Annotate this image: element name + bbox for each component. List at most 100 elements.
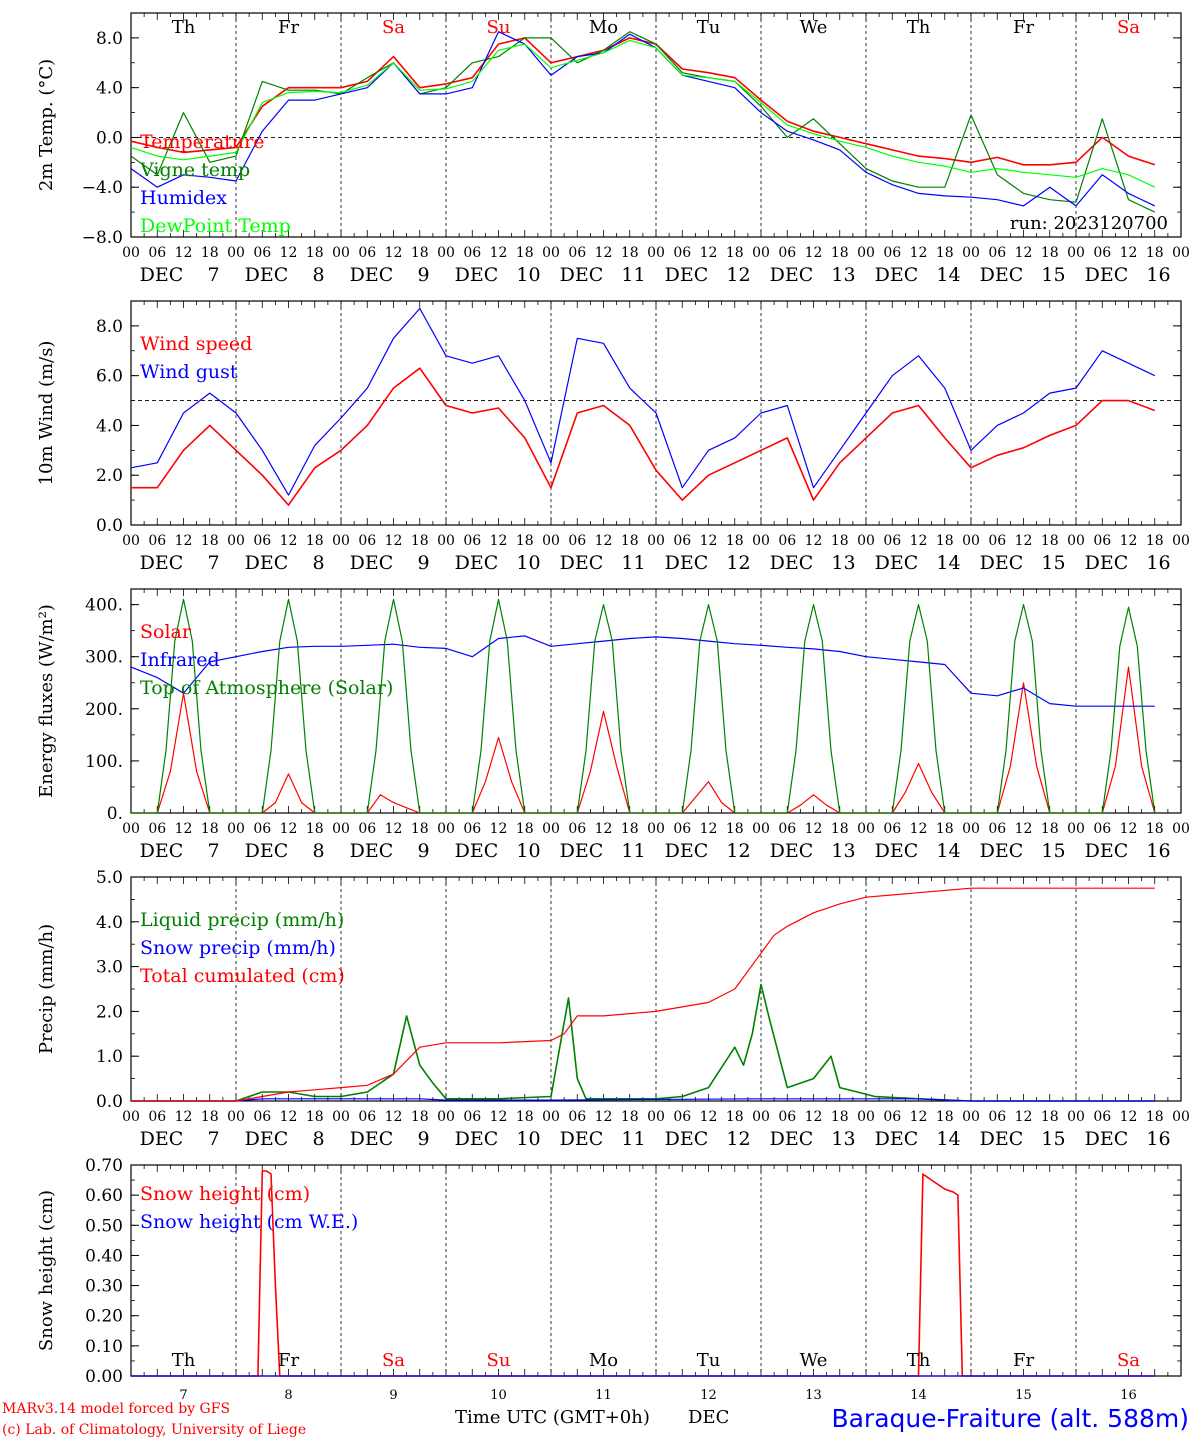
date-label: 16 xyxy=(1146,840,1170,862)
weekday-label: Su xyxy=(487,1350,511,1371)
hour-tick-label: 12 xyxy=(175,245,193,261)
hour-tick-label: 18 xyxy=(621,1109,639,1125)
hour-tick-label: 06 xyxy=(1093,821,1111,837)
hour-tick-label: 12 xyxy=(175,821,193,837)
hour-tick-label: 18 xyxy=(621,533,639,549)
date-label: 8 xyxy=(312,264,324,286)
y-axis-label: Precip (mm/h) xyxy=(36,924,57,1054)
date-label: 15 xyxy=(1015,1388,1032,1403)
date-label: 7 xyxy=(179,1388,187,1403)
y-tick-label: 2.0 xyxy=(96,466,123,486)
hour-tick-label: 12 xyxy=(805,1109,823,1125)
hour-tick-label: 00 xyxy=(1172,533,1190,549)
hour-tick-label: 12 xyxy=(805,533,823,549)
weekday-label: Sa xyxy=(1117,1350,1140,1371)
series-line xyxy=(130,307,1156,496)
y-tick-label: 1.0 xyxy=(96,1047,123,1067)
panel-5: 0.00 0.10 0.20 0.30 0.40 0.50 0.60 0.70 Snow hei… xyxy=(36,1156,1182,1403)
month-label: DEC xyxy=(770,552,814,574)
series-line xyxy=(130,31,1156,213)
hour-tick-label: 18 xyxy=(831,1109,849,1125)
hour-tick-label: 06 xyxy=(883,1109,901,1125)
hour-tick-label: 12 xyxy=(385,533,403,549)
date-label: 7 xyxy=(207,1128,219,1150)
hour-tick-label: 00 xyxy=(542,821,560,837)
hour-tick-label: 00 xyxy=(1067,821,1085,837)
month-label: DEC xyxy=(245,1128,289,1150)
hour-tick-label: 06 xyxy=(988,533,1006,549)
x-axis-label: Time UTC (GMT+0h) xyxy=(455,1407,650,1428)
hour-tick-label: 12 xyxy=(805,821,823,837)
hour-tick-label: 12 xyxy=(490,1109,508,1125)
hour-tick-label: 06 xyxy=(778,245,796,261)
hour-tick-label: 18 xyxy=(516,533,534,549)
hour-tick-label: 12 xyxy=(1015,533,1033,549)
hour-tick-label: 18 xyxy=(1146,245,1164,261)
hour-tick-label: 18 xyxy=(936,1109,954,1125)
hour-tick-label: 18 xyxy=(201,245,219,261)
y-tick-label: 8.0 xyxy=(96,29,123,49)
legend-entry: Wind speed xyxy=(140,333,252,355)
credit-line-2: (c) Lab. of Climatology, University of L… xyxy=(2,1422,306,1438)
hour-tick-label: 12 xyxy=(700,533,718,549)
date-label: 13 xyxy=(831,1128,855,1150)
hour-tick-label: 18 xyxy=(201,1109,219,1125)
hour-tick-label: 06 xyxy=(253,533,271,549)
y-tick-label: 0.30 xyxy=(85,1277,123,1297)
month-label: DEC xyxy=(350,552,394,574)
date-label: 10 xyxy=(516,840,540,862)
month-label: DEC xyxy=(770,264,814,286)
y-tick-label: 3.0 xyxy=(96,958,123,978)
hour-tick-label: 00 xyxy=(227,533,245,549)
hour-tick-label: 06 xyxy=(463,245,481,261)
y-tick-label: 0.0 xyxy=(96,128,123,148)
hour-tick-label: 00 xyxy=(122,821,140,837)
y-tick-label: 0.00 xyxy=(85,1367,123,1387)
weekday-label: Fr xyxy=(1013,17,1034,38)
hour-tick-label: 00 xyxy=(1172,821,1190,837)
y-tick-label: 0. xyxy=(107,804,123,824)
y-tick-label: 0.40 xyxy=(85,1246,123,1266)
hour-tick-label: 06 xyxy=(358,533,376,549)
hour-tick-label: 18 xyxy=(306,533,324,549)
legend-entry: Infrared xyxy=(140,649,220,671)
hour-tick-label: 00 xyxy=(857,821,875,837)
month-label: DEC xyxy=(350,1128,394,1150)
series-line xyxy=(131,887,1155,1102)
hour-tick-label: 00 xyxy=(332,1109,350,1125)
hour-tick-label: 00 xyxy=(857,533,875,549)
date-label: 9 xyxy=(417,840,429,862)
hour-tick-label: 06 xyxy=(463,533,481,549)
series-line xyxy=(130,31,1156,207)
hour-tick-label: 00 xyxy=(437,821,455,837)
hour-tick-label: 06 xyxy=(673,821,691,837)
legend-entry: Solar xyxy=(140,621,192,643)
hour-tick-label: 00 xyxy=(647,245,665,261)
panel-3: 0. 100. 200. 300. 400. Energy fluxes (W/m²) So… xyxy=(36,588,1190,862)
date-label: 15 xyxy=(1041,1128,1065,1150)
hour-tick-label: 00 xyxy=(962,533,980,549)
hour-tick-label: 18 xyxy=(936,533,954,549)
hour-tick-label: 00 xyxy=(752,821,770,837)
hour-tick-label: 00 xyxy=(647,533,665,549)
hour-tick-label: 00 xyxy=(962,1109,980,1125)
y-tick-label: 200. xyxy=(85,700,123,720)
month-label: DEC xyxy=(665,264,709,286)
y-tick-label: 4.0 xyxy=(96,416,123,436)
month-label: DEC xyxy=(1085,1128,1129,1150)
hour-tick-label: 18 xyxy=(621,245,639,261)
y-tick-label: −8.0 xyxy=(82,228,123,248)
hour-tick-label: 18 xyxy=(1041,533,1059,549)
hour-tick-label: 00 xyxy=(542,1109,560,1125)
hour-tick-label: 00 xyxy=(227,245,245,261)
month-label: DEC xyxy=(245,840,289,862)
hour-tick-label: 12 xyxy=(700,245,718,261)
date-label: 8 xyxy=(284,1388,292,1403)
hour-tick-label: 18 xyxy=(1041,821,1059,837)
month-label: DEC xyxy=(770,1128,814,1150)
hour-tick-label: 06 xyxy=(883,821,901,837)
date-label: 10 xyxy=(490,1388,507,1403)
panel-1: −8.0 −4.0 0.0 4.0 8.0 2m Temp. (°C) Temperatur… xyxy=(36,12,1190,286)
hour-tick-label: 12 xyxy=(910,821,928,837)
date-label: 13 xyxy=(831,840,855,862)
